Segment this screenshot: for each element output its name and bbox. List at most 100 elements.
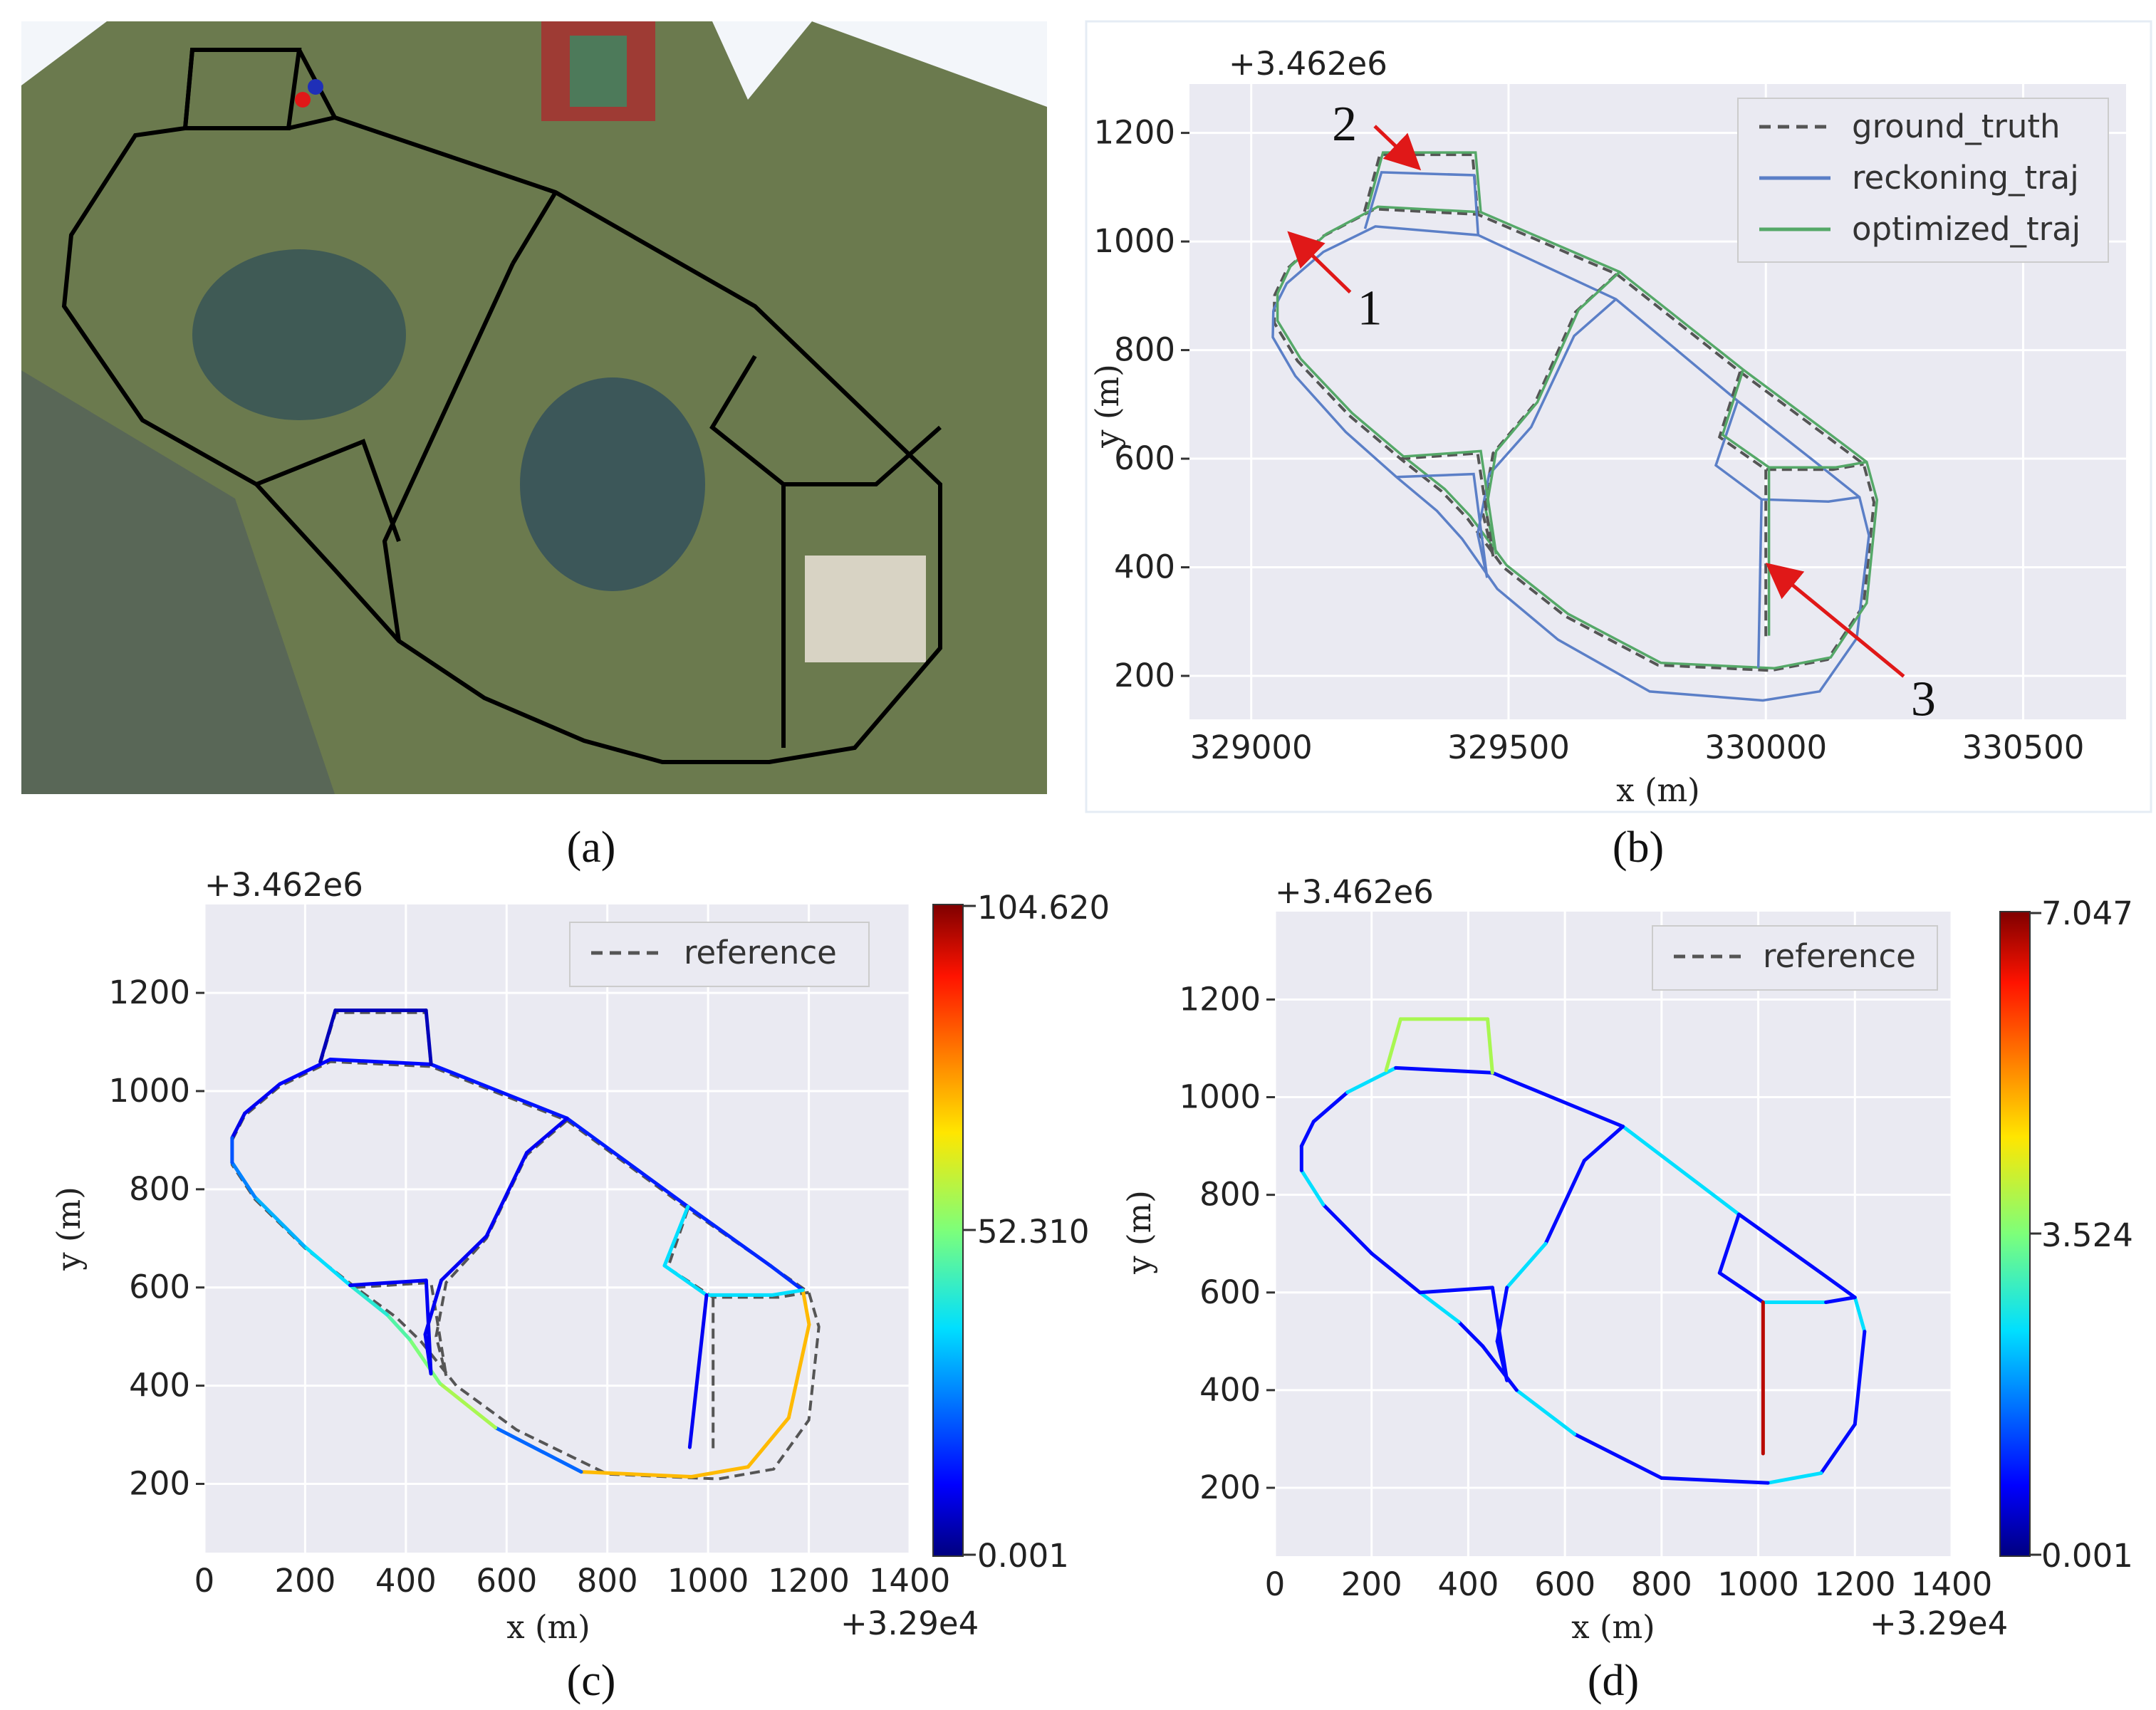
trajectory-segment bbox=[1486, 1017, 1494, 1075]
trajectory-segment bbox=[253, 1195, 306, 1248]
panel-a-map bbox=[21, 21, 1047, 794]
legend: reference bbox=[1652, 925, 1938, 991]
y-offset-label: +3.462e6 bbox=[204, 866, 363, 904]
trajectory-segment bbox=[1573, 1432, 1664, 1480]
lake bbox=[520, 377, 705, 591]
trajectory-segment bbox=[1853, 1295, 1867, 1334]
trajectories bbox=[1271, 151, 1879, 702]
caption-d: (d) bbox=[1588, 1657, 1639, 1705]
end-marker bbox=[308, 79, 323, 95]
trajectory-segment bbox=[348, 1278, 428, 1288]
legend-reference-label: reference bbox=[684, 934, 837, 971]
trajectory-segment bbox=[1660, 1476, 1770, 1485]
trajectory-segment bbox=[424, 1278, 433, 1376]
trajectory-segment bbox=[1299, 1168, 1326, 1206]
x-tick-label: 600 bbox=[1534, 1565, 1595, 1603]
optimized-traj-line bbox=[1366, 151, 1482, 213]
trajectory-segment bbox=[770, 1288, 805, 1297]
x-tick-label: 329000 bbox=[1190, 729, 1313, 766]
trajectory-segment bbox=[746, 1416, 791, 1469]
trajectory-segment bbox=[565, 1116, 690, 1209]
x-tick-label: 1400 bbox=[1911, 1565, 1993, 1603]
trajectory-segment bbox=[484, 1150, 529, 1239]
caption-a: (a) bbox=[567, 823, 616, 872]
trajectory-segment bbox=[302, 1244, 353, 1288]
x-tick-label: 1000 bbox=[667, 1562, 749, 1600]
trajectory-segment bbox=[1370, 1251, 1422, 1295]
trajectory-segment bbox=[801, 1288, 811, 1327]
grid bbox=[203, 904, 911, 1553]
trajectory-segment bbox=[1457, 1320, 1485, 1348]
trajectory-segment bbox=[768, 1263, 805, 1293]
reckoning-traj-line bbox=[1363, 171, 1480, 236]
trajectory-segment bbox=[1321, 1202, 1374, 1256]
trajectory-segment bbox=[1394, 1065, 1494, 1075]
y-tick-label: 1000 bbox=[108, 1072, 190, 1110]
aerial-image bbox=[21, 21, 1047, 794]
annotation-arrow bbox=[1373, 125, 1422, 171]
annotation-arrow bbox=[1765, 563, 1905, 678]
x-tick-label: 400 bbox=[1437, 1565, 1499, 1603]
trajectory-segment bbox=[1490, 1070, 1625, 1129]
panel-b-trajectories: 329000 329500 330000 330500 200 400 600 800 1000… bbox=[1085, 20, 2152, 813]
colorbar-max: 104.620 bbox=[977, 889, 1110, 927]
x-tick-label: 800 bbox=[577, 1562, 638, 1600]
y-tick-label: 800 bbox=[129, 1170, 190, 1208]
y-tick-label: 800 bbox=[1114, 331, 1175, 369]
trajectory-segment bbox=[1853, 1330, 1867, 1427]
annotations: 1 2 3 bbox=[1287, 97, 1936, 727]
plot-area bbox=[1275, 912, 1952, 1556]
reference-line bbox=[355, 1281, 448, 1377]
trajectory-segment bbox=[687, 1293, 709, 1449]
trajectory-segment bbox=[1490, 1286, 1509, 1382]
trajectory-segment bbox=[1418, 1291, 1461, 1324]
y-tick-label: 600 bbox=[129, 1268, 190, 1306]
trajectory-segment bbox=[243, 1082, 282, 1115]
reckoning-traj-line bbox=[1756, 499, 1763, 668]
x-axis-label: x (m) bbox=[1571, 1608, 1655, 1646]
annotation-label: 3 bbox=[1911, 672, 1936, 727]
trajectory-segment bbox=[525, 1116, 569, 1154]
trajectory-segment bbox=[662, 1204, 690, 1268]
y-tick-label: 1000 bbox=[1179, 1078, 1261, 1116]
road-area bbox=[21, 370, 335, 794]
trajectory-segment bbox=[318, 1008, 338, 1064]
sports-field bbox=[570, 36, 627, 107]
x-tick-label: 200 bbox=[274, 1562, 335, 1600]
y-tick-label: 600 bbox=[1114, 439, 1175, 477]
annotation-arrow bbox=[1287, 231, 1352, 294]
trajectory-segment bbox=[1481, 1344, 1519, 1392]
trajectory-segment bbox=[1621, 1125, 1741, 1216]
tick-labels: 329000 329500 330000 330500 200 400 600 800 1000… bbox=[1093, 114, 2084, 766]
trajectory-segment bbox=[689, 1465, 750, 1479]
trajectory-segment bbox=[1717, 1271, 1765, 1304]
x-tick-label: 0 bbox=[194, 1562, 215, 1600]
trajectory-segment bbox=[1514, 1388, 1577, 1437]
ground-truth-line bbox=[1400, 452, 1495, 557]
x-tick-label: 330500 bbox=[1962, 729, 2085, 766]
legend-reference-label: reference bbox=[1763, 937, 1916, 975]
y-tick-label: 1200 bbox=[1093, 114, 1175, 152]
tick-labels: 0 200 400 600 800 1000 1200 1400 200 400 600 800 100… bbox=[108, 974, 950, 1600]
trajectory-segment bbox=[1345, 1065, 1398, 1095]
plaza bbox=[805, 556, 926, 662]
trajectory-segment bbox=[1582, 1125, 1625, 1163]
panel-c-error-map: 0 200 400 600 800 1000 1200 1400 200 400 600 800 100… bbox=[50, 866, 1110, 1646]
trajectory-segment bbox=[1299, 1120, 1316, 1148]
x-tick-label: 329500 bbox=[1447, 729, 1570, 766]
optimized-traj-line bbox=[1276, 205, 1879, 670]
y-tick-label: 200 bbox=[1114, 657, 1175, 694]
trajectory-segment bbox=[1717, 1212, 1741, 1275]
x-offset-label: +3.29e4 bbox=[840, 1605, 979, 1642]
x-tick-label: 0 bbox=[1265, 1565, 1286, 1603]
trajectories bbox=[230, 1008, 821, 1481]
y-tick-label: 200 bbox=[1199, 1469, 1261, 1506]
trajectory-segment bbox=[278, 1058, 333, 1086]
colorbar-max: 7.047 bbox=[2041, 895, 2133, 932]
trajectory-segment bbox=[1505, 1241, 1548, 1290]
trajectory-segment bbox=[230, 1160, 257, 1199]
reference-line bbox=[434, 1119, 568, 1377]
y-offset-label: +3.462e6 bbox=[1275, 873, 1434, 911]
trajectory-segment bbox=[230, 1111, 247, 1140]
grid bbox=[1274, 912, 1953, 1556]
